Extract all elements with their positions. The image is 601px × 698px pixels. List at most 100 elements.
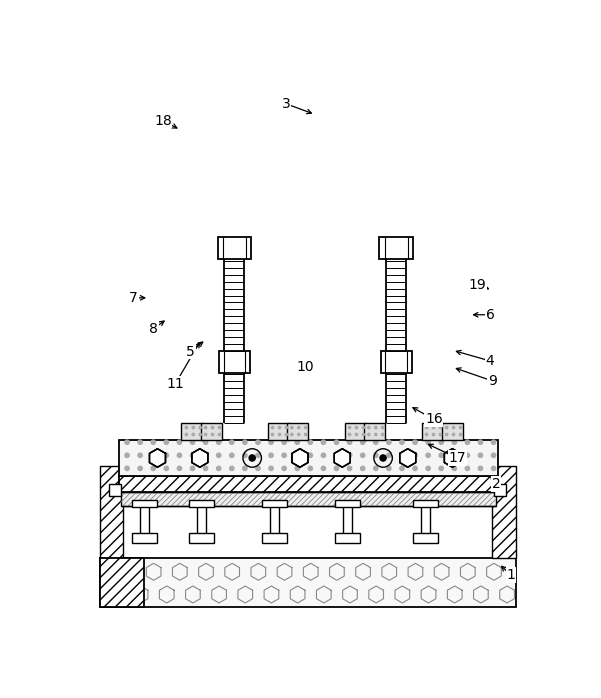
- Circle shape: [278, 433, 281, 436]
- Circle shape: [452, 440, 457, 445]
- Circle shape: [478, 466, 483, 470]
- Circle shape: [243, 440, 247, 445]
- Circle shape: [308, 453, 313, 457]
- Bar: [100, 466, 123, 558]
- Circle shape: [386, 440, 391, 445]
- Circle shape: [492, 453, 496, 457]
- Circle shape: [400, 466, 404, 470]
- Circle shape: [374, 453, 378, 457]
- Bar: [100, 558, 516, 607]
- Circle shape: [347, 440, 352, 445]
- Circle shape: [282, 440, 286, 445]
- Bar: [381, 351, 412, 373]
- Circle shape: [230, 440, 234, 445]
- Polygon shape: [192, 449, 208, 467]
- Bar: [421, 506, 430, 535]
- Bar: [132, 533, 157, 542]
- Bar: [287, 422, 308, 440]
- Circle shape: [459, 426, 462, 429]
- Text: 11: 11: [166, 377, 184, 391]
- Bar: [442, 422, 463, 440]
- Circle shape: [355, 433, 358, 436]
- Circle shape: [347, 453, 352, 457]
- Polygon shape: [334, 449, 350, 467]
- Circle shape: [230, 466, 234, 470]
- Text: 5: 5: [186, 345, 195, 359]
- Circle shape: [382, 433, 384, 436]
- Bar: [494, 484, 506, 496]
- Circle shape: [439, 433, 442, 436]
- Circle shape: [177, 466, 182, 470]
- Circle shape: [413, 453, 417, 457]
- Bar: [219, 351, 250, 373]
- Circle shape: [269, 453, 273, 457]
- Circle shape: [445, 426, 448, 429]
- Circle shape: [256, 440, 260, 445]
- Circle shape: [138, 440, 142, 445]
- Circle shape: [478, 440, 483, 445]
- Circle shape: [465, 440, 469, 445]
- Circle shape: [269, 466, 273, 470]
- Circle shape: [295, 440, 299, 445]
- Circle shape: [243, 453, 247, 457]
- Circle shape: [230, 453, 234, 457]
- Circle shape: [426, 433, 428, 436]
- Circle shape: [400, 453, 404, 457]
- Circle shape: [374, 433, 377, 436]
- Circle shape: [380, 455, 386, 461]
- Circle shape: [413, 440, 417, 445]
- Circle shape: [282, 453, 286, 457]
- Text: 2: 2: [492, 477, 501, 491]
- Bar: [413, 500, 438, 507]
- Circle shape: [432, 426, 435, 429]
- Circle shape: [413, 466, 417, 470]
- Bar: [132, 500, 157, 507]
- Circle shape: [334, 466, 338, 470]
- Circle shape: [218, 426, 221, 429]
- Circle shape: [204, 433, 207, 436]
- Bar: [189, 500, 214, 507]
- Bar: [182, 422, 203, 440]
- Bar: [189, 533, 214, 542]
- Circle shape: [334, 440, 338, 445]
- Bar: [335, 533, 360, 542]
- Circle shape: [164, 440, 168, 445]
- Circle shape: [374, 440, 378, 445]
- Text: 4: 4: [486, 354, 495, 368]
- Circle shape: [386, 453, 391, 457]
- Bar: [364, 422, 385, 440]
- Text: 7: 7: [129, 291, 138, 305]
- Circle shape: [216, 440, 221, 445]
- Circle shape: [361, 440, 365, 445]
- Circle shape: [386, 466, 391, 470]
- Circle shape: [445, 433, 448, 436]
- Bar: [119, 477, 498, 492]
- Circle shape: [199, 433, 201, 436]
- Circle shape: [465, 466, 469, 470]
- Text: 8: 8: [149, 322, 158, 336]
- Circle shape: [285, 426, 288, 429]
- Circle shape: [439, 466, 444, 470]
- Circle shape: [291, 433, 293, 436]
- Circle shape: [349, 426, 351, 429]
- Bar: [140, 506, 149, 535]
- Circle shape: [426, 466, 430, 470]
- Circle shape: [453, 426, 455, 429]
- Text: 10: 10: [296, 360, 314, 374]
- Circle shape: [297, 433, 300, 436]
- Circle shape: [452, 453, 457, 457]
- Circle shape: [305, 433, 307, 436]
- Polygon shape: [444, 449, 460, 467]
- Circle shape: [295, 466, 299, 470]
- Circle shape: [322, 440, 326, 445]
- Circle shape: [212, 433, 214, 436]
- Circle shape: [465, 453, 469, 457]
- Circle shape: [295, 453, 299, 457]
- Circle shape: [452, 466, 457, 470]
- Circle shape: [216, 453, 221, 457]
- Circle shape: [322, 466, 326, 470]
- Circle shape: [432, 433, 435, 436]
- Polygon shape: [400, 449, 416, 467]
- Circle shape: [362, 426, 365, 429]
- Bar: [413, 533, 438, 542]
